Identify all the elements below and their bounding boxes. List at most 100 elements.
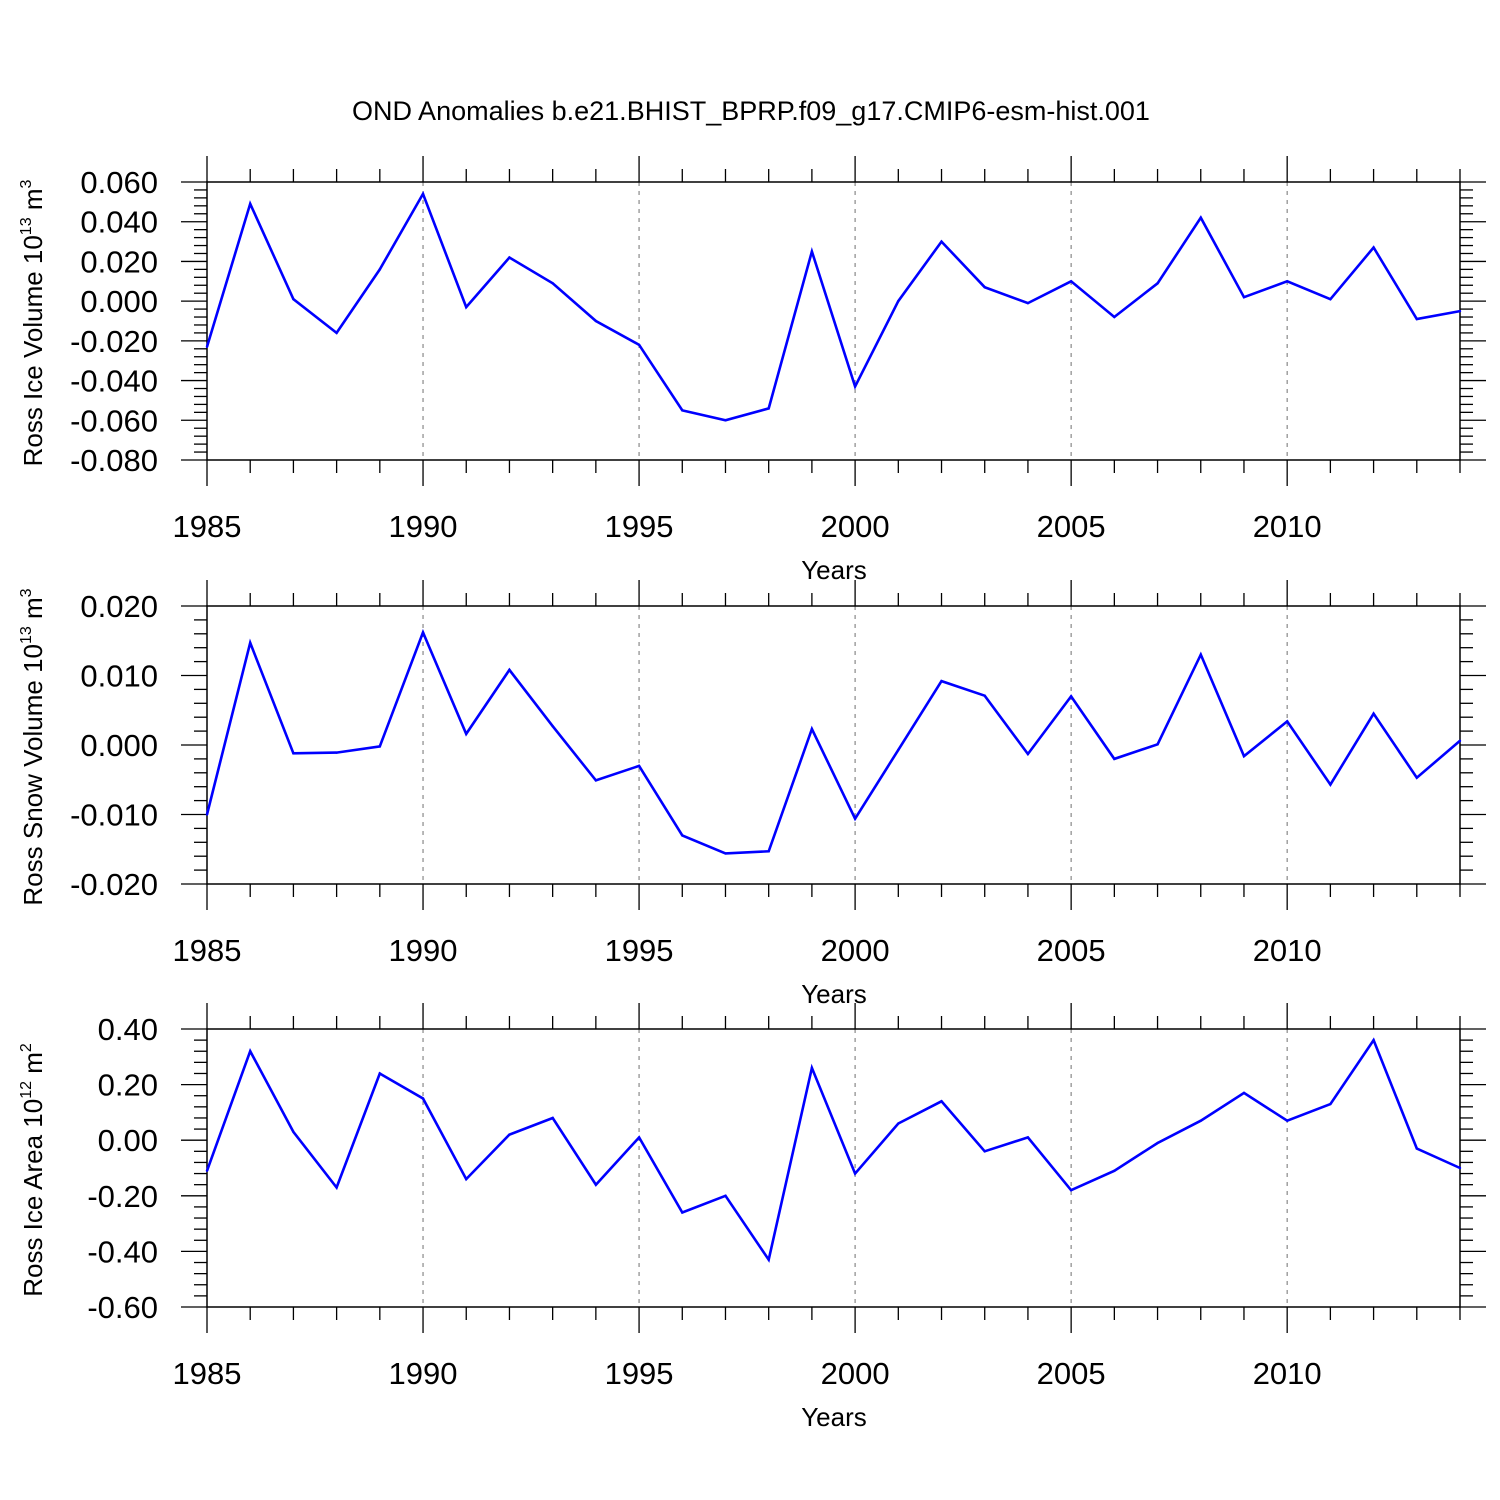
data-point: [1329, 783, 1332, 786]
y-axis-label: Ross Snow Volume 1013 m3: [18, 588, 48, 905]
data-point: [335, 331, 338, 335]
y-tick-label: -0.40: [87, 1234, 158, 1269]
plot-frame: [206, 181, 1461, 461]
data-point: [767, 1258, 770, 1261]
x-tick-label: 2010: [1253, 933, 1322, 968]
data-point: [897, 1122, 900, 1125]
data-point: [810, 727, 814, 731]
panels-container: 0.060 0.040 0.020 0.000 -0.020 -0.040 -0.060 -0…: [18, 156, 1486, 1432]
data-point: [1415, 1147, 1418, 1150]
data-point: [940, 1100, 943, 1103]
data-point: [1329, 297, 1332, 301]
x-tick-label: 2000: [821, 1356, 890, 1391]
data-point: [1242, 754, 1246, 758]
data-point: [767, 407, 770, 410]
y-tick-label: -0.020: [70, 324, 158, 359]
data-point: [594, 779, 598, 782]
y-tick-label: 0.00: [98, 1123, 158, 1158]
series-line: [205, 190, 1461, 422]
y-tick-label: -0.040: [70, 364, 158, 399]
data-point: [594, 1183, 598, 1186]
data-point: [1199, 1119, 1202, 1122]
data-point: [594, 319, 598, 323]
data-point: [551, 725, 554, 728]
data-point: [853, 817, 857, 820]
x-tick-label: 2000: [821, 509, 890, 544]
data-point: [551, 1116, 554, 1120]
data-point: [292, 1130, 295, 1134]
x-tick-label: 2005: [1037, 933, 1106, 968]
x-tick-label: 2005: [1037, 509, 1106, 544]
data-point: [1242, 295, 1246, 299]
data-point: [897, 299, 900, 303]
data-point: [681, 834, 684, 837]
data-point: [681, 1211, 684, 1214]
data-point: [292, 297, 295, 301]
y-tick-label: -0.20: [87, 1179, 158, 1214]
y-tick-label: 0.020: [80, 244, 158, 279]
y-tick-label: -0.60: [87, 1290, 158, 1325]
data-point: [421, 192, 425, 196]
data-point: [1069, 695, 1073, 698]
data-point: [810, 250, 814, 253]
data-point: [1156, 282, 1159, 285]
data-point: [1242, 1091, 1246, 1095]
data-point: [421, 1097, 425, 1100]
data-point: [1285, 280, 1289, 283]
x-tick-label: 1990: [389, 1356, 458, 1391]
data-point: [940, 240, 943, 243]
series-line: [205, 628, 1461, 855]
data-point: [724, 419, 727, 422]
y-tick-label: 0.060: [80, 165, 158, 200]
data-point: [1372, 1038, 1375, 1042]
x-tick-label: 2010: [1253, 509, 1322, 544]
data-point: [853, 1172, 857, 1175]
data-point: [378, 745, 382, 748]
data-point: [378, 1072, 382, 1075]
x-tick-label: 1995: [605, 1356, 674, 1391]
x-tick-label: 2005: [1037, 1356, 1106, 1391]
data-point: [853, 385, 857, 388]
data-point: [378, 268, 382, 271]
data-point: [249, 202, 252, 206]
x-tick-label: 1990: [389, 509, 458, 544]
figure-title: OND Anomalies b.e21.BHIST_BPRP.f09_g17.C…: [352, 96, 1150, 126]
data-point: [1372, 246, 1375, 249]
y-tick-label: 0.20: [98, 1068, 158, 1103]
data-point: [508, 256, 511, 259]
y-tick-label: -0.010: [70, 798, 158, 833]
data-point: [1329, 1102, 1332, 1106]
data-point: [205, 813, 209, 816]
x-tick-label: 1985: [173, 933, 242, 968]
data-point: [1113, 1169, 1116, 1172]
data-point: [465, 305, 468, 309]
data-point: [1285, 720, 1289, 723]
y-tick-label: 0.010: [80, 659, 158, 694]
data-point: [810, 1066, 814, 1070]
x-tick-label: 1990: [389, 933, 458, 968]
data-point: [465, 732, 468, 736]
data-point: [292, 752, 295, 755]
x-tick-label: 1985: [173, 509, 242, 544]
plot-frame: [206, 605, 1461, 885]
data-point: [637, 764, 641, 768]
data-point: [1026, 1136, 1030, 1139]
y-tick-label: -0.020: [70, 867, 158, 902]
y-axis-label: Ross Ice Area 1012 m2: [18, 1043, 48, 1297]
data-point: [1199, 216, 1202, 219]
data-point: [724, 1194, 727, 1198]
data-point: [421, 631, 425, 634]
x-tick-label: 2010: [1253, 1356, 1322, 1391]
series-line: [205, 1037, 1461, 1263]
data-point: [335, 751, 338, 754]
data-point: [1372, 712, 1375, 715]
data-point: [983, 286, 986, 289]
x-axis-label: Years: [801, 555, 867, 585]
x-tick-label: 1995: [605, 933, 674, 968]
data-point: [1069, 280, 1073, 283]
y-tick-label: 0.40: [98, 1012, 158, 1047]
data-point: [767, 850, 770, 853]
data-point: [637, 343, 641, 347]
x-axis-label: Years: [801, 1402, 867, 1432]
data-point: [1285, 1119, 1289, 1122]
